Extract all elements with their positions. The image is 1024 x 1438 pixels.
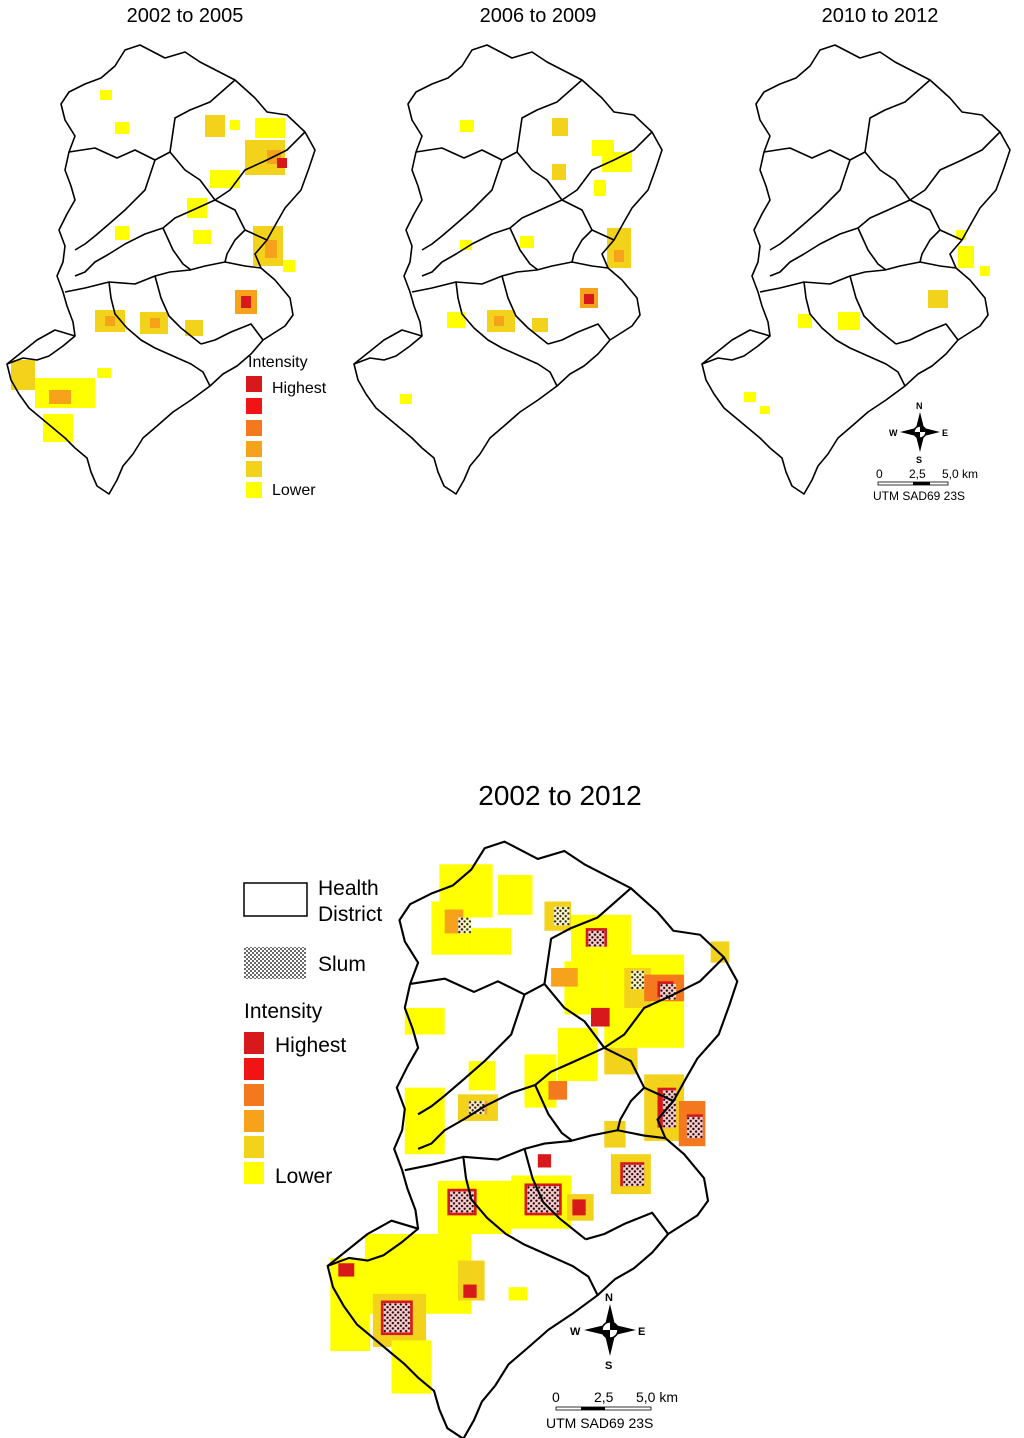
- big-legend-swatch-6: [244, 1162, 264, 1184]
- scale-big-25: 2,5: [594, 1389, 614, 1405]
- projection-small: UTM SAD69 23S: [873, 489, 965, 503]
- compass-small: N S E W: [889, 401, 948, 465]
- scale-bar-small: 0 2,5 5,0 km UTM SAD69 23S: [873, 467, 978, 503]
- big-legend-swatch-1: [244, 1032, 264, 1054]
- intensity-spots-2006-2009: [400, 118, 632, 404]
- small-legend-swatch-5: [246, 461, 262, 477]
- scale-small-0: 0: [876, 467, 883, 481]
- compass-big-e: E: [638, 1326, 645, 1338]
- compass-small-n: N: [916, 401, 923, 411]
- panel-title-2006-2009: 2006 to 2009: [479, 5, 597, 27]
- small-legend-highest: Highest: [272, 380, 327, 397]
- big-legend-highest: Highest: [275, 1034, 346, 1057]
- compass-big-n: N: [605, 1292, 613, 1304]
- map-2002-2012: [326, 840, 739, 1438]
- slum-label: Slum: [318, 953, 366, 976]
- panel-title-2002-2005: 2002 to 2005: [126, 5, 244, 27]
- health-district-label-1: Health: [318, 877, 379, 900]
- compass-small-w: W: [889, 428, 898, 438]
- intensity-spots-2002-2005: [11, 90, 295, 442]
- compass-big-w: W: [570, 1326, 581, 1338]
- small-legend-swatch-4: [246, 441, 262, 457]
- map-2010-2012: [701, 44, 1011, 495]
- big-legend-lower: Lower: [275, 1165, 332, 1188]
- big-legend: Health District Slum Intensity Highest L…: [243, 877, 382, 1188]
- scale-small-50: 5,0 km: [942, 467, 978, 481]
- slum-areas: [383, 906, 703, 1333]
- compass-big: N S E W: [570, 1292, 645, 1372]
- compass-big-s: S: [605, 1360, 612, 1372]
- main-map-title: 2002 to 2012: [478, 780, 642, 811]
- projection-big: UTM SAD69 23S: [546, 1415, 653, 1431]
- small-legend-lower: Lower: [272, 482, 316, 499]
- compass-small-s: S: [916, 455, 922, 465]
- map-2002-2005: [6, 44, 316, 495]
- small-legend-swatch-6: [246, 482, 262, 498]
- intensity-spots-2010-2012: [744, 230, 990, 414]
- panel-title-2010-2012: 2010 to 2012: [821, 5, 939, 27]
- big-legend-swatch-3: [244, 1084, 264, 1106]
- health-district-label-2: District: [318, 903, 382, 926]
- big-legend-title: Intensity: [244, 1000, 323, 1023]
- big-legend-swatch-5: [244, 1136, 264, 1158]
- intensity-legend-small: Intensity Highest Lower: [246, 354, 327, 499]
- small-legend-swatch-1: [246, 376, 262, 392]
- slum-swatch: [244, 947, 306, 979]
- scale-small-25: 2,5: [909, 467, 926, 481]
- small-legend-title: Intensity: [248, 354, 308, 371]
- intensity-spots-2002-2012: [330, 864, 730, 1394]
- big-legend-swatch-4: [244, 1110, 264, 1132]
- scale-big-0: 0: [552, 1389, 560, 1405]
- scale-big-50: 5,0 km: [636, 1389, 678, 1405]
- big-legend-swatch-2: [244, 1058, 264, 1080]
- scale-bar-big: 0 2,5 5,0 km UTM SAD69 23S: [546, 1389, 678, 1431]
- small-legend-swatch-2: [246, 398, 262, 414]
- map-2006-2009: [353, 44, 663, 495]
- compass-small-e: E: [942, 428, 948, 438]
- small-legend-swatch-3: [246, 420, 262, 436]
- health-district-swatch: [243, 882, 308, 917]
